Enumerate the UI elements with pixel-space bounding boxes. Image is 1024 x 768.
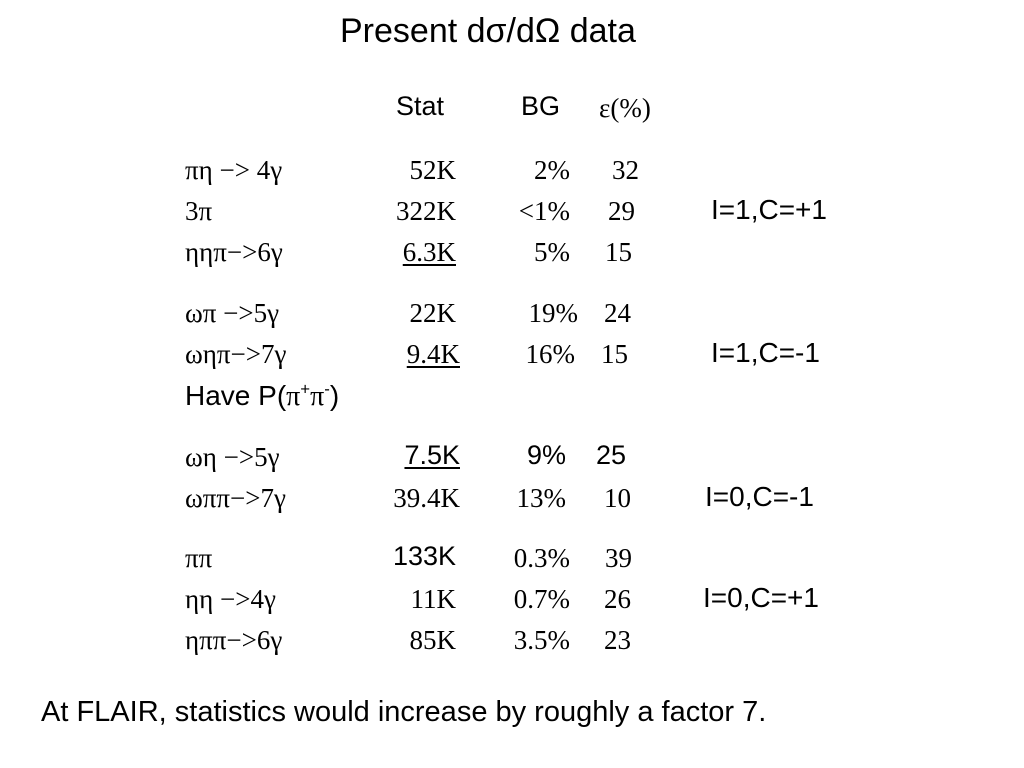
efficiency-cell: 25 [596, 440, 627, 470]
reaction-cell: ππ [185, 543, 213, 573]
bg-cell: 0.7% [513, 584, 570, 614]
header-bg: BG [521, 91, 561, 121]
stat-cell: 39.4K [393, 483, 460, 513]
bg-cell: 5% [534, 237, 570, 267]
stat-cell: 11K [410, 584, 457, 614]
header-stat: Stat [396, 91, 445, 121]
footer-statement: At FLAIR, statistics would increase by r… [41, 696, 767, 728]
stat-cell: 322K [396, 196, 456, 226]
reaction-cell: ωππ−>7γ [185, 483, 286, 513]
group-label: I=0,C=-1 [705, 481, 814, 512]
reaction-cell: ωη −>5γ [185, 442, 280, 472]
bg-cell: 19% [528, 298, 579, 328]
reaction-cell: πη −> 4γ [185, 155, 283, 185]
slide-title: Present dσ/dΩ data [340, 12, 636, 50]
efficiency-cell: 10 [604, 483, 631, 513]
efficiency-cell: 26 [604, 584, 631, 614]
efficiency-cell: 23 [604, 625, 631, 655]
efficiency-cell: 32 [612, 155, 639, 185]
reaction-cell: ηηπ−>6γ [185, 237, 283, 267]
stat-cell: 9.4K [406, 339, 460, 369]
stat-cell: 7.5K [404, 440, 460, 470]
stat-cell: 133K [392, 541, 456, 571]
polarization-note: Have P(π+π-) [185, 379, 340, 412]
stat-cell: 6.3K [402, 237, 456, 267]
bg-cell: 16% [525, 339, 576, 369]
reaction-cell: ωπ −>5γ [185, 298, 280, 328]
efficiency-cell: 39 [605, 543, 632, 573]
bg-cell: 9% [526, 440, 566, 470]
group-label: I=1,C=-1 [711, 337, 820, 368]
efficiency-cell: 24 [604, 298, 631, 328]
bg-cell: 0.3% [513, 543, 570, 573]
bg-cell: 3.5% [513, 625, 570, 655]
reaction-cell: ηη −>4γ [185, 584, 276, 614]
reaction-cell: ηππ−>6γ [185, 625, 283, 655]
group-label: I=0,C=+1 [703, 582, 819, 613]
efficiency-cell: 15 [601, 339, 628, 369]
group-label: I=1,C=+1 [711, 194, 827, 225]
header-efficiency: ε(%) [599, 93, 651, 123]
stat-cell: 22K [409, 298, 457, 328]
stat-cell: 52K [409, 155, 457, 185]
efficiency-cell: 15 [605, 237, 632, 267]
stat-cell: 85K [409, 625, 457, 655]
efficiency-cell: 29 [608, 196, 635, 226]
bg-cell: 2% [534, 155, 570, 185]
bg-cell: <1% [518, 196, 570, 226]
reaction-cell: 3π [185, 196, 213, 226]
bg-cell: 13% [516, 483, 567, 513]
reaction-cell: ωηπ−>7γ [185, 339, 287, 369]
